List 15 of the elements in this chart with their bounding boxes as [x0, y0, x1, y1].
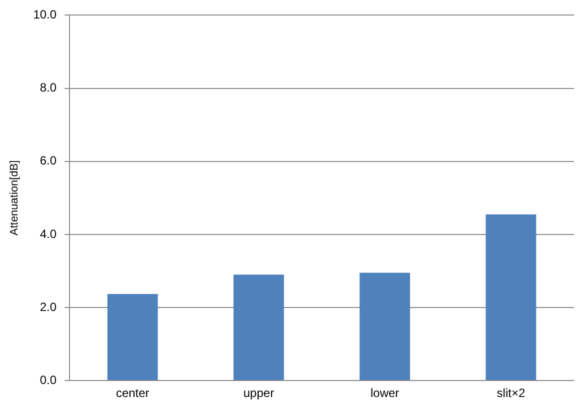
x-tick-label: upper	[243, 386, 274, 400]
y-tick-label: 4.0	[40, 226, 57, 241]
y-tick-label: 0.0	[40, 372, 57, 387]
x-tick-label: center	[116, 386, 150, 400]
y-axis-title: Attenuation[dB]	[8, 160, 21, 236]
x-tick-label: lower	[370, 386, 400, 400]
bar	[107, 294, 158, 380]
y-tick-label: 6.0	[40, 154, 57, 168]
y-tick-label: 2.0	[40, 300, 57, 314]
bar	[486, 214, 536, 380]
bar	[234, 274, 284, 380]
x-tick-label: slit×2	[496, 386, 526, 400]
y-tick-label: 8.0	[40, 80, 57, 95]
y-tick-label: 10.0	[33, 8, 57, 22]
bar	[360, 272, 410, 380]
